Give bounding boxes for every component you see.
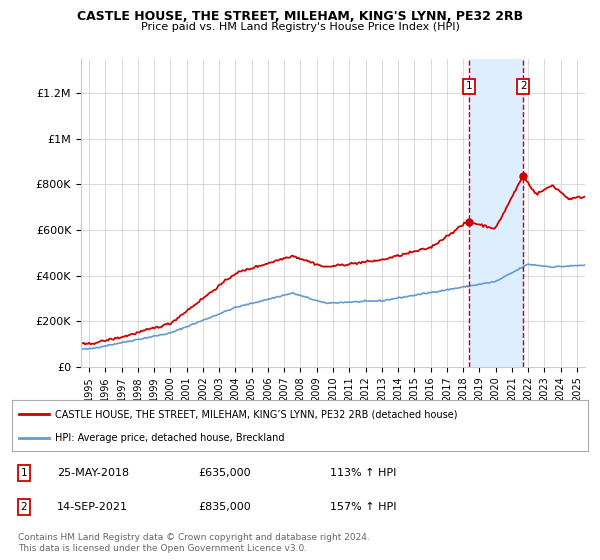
Text: Contains HM Land Registry data © Crown copyright and database right 2024.
This d: Contains HM Land Registry data © Crown c… — [18, 533, 370, 553]
Text: 1: 1 — [20, 468, 28, 478]
Text: 2: 2 — [520, 81, 527, 91]
Text: 1: 1 — [466, 81, 473, 91]
Text: 2: 2 — [20, 502, 28, 512]
Text: 157% ↑ HPI: 157% ↑ HPI — [330, 502, 397, 512]
Text: 25-MAY-2018: 25-MAY-2018 — [57, 468, 129, 478]
Text: 113% ↑ HPI: 113% ↑ HPI — [330, 468, 397, 478]
Text: CASTLE HOUSE, THE STREET, MILEHAM, KING’S LYNN, PE32 2RB (detached house): CASTLE HOUSE, THE STREET, MILEHAM, KING’… — [55, 409, 458, 419]
Bar — [469, 59, 523, 367]
Text: CASTLE HOUSE, THE STREET, MILEHAM, KING'S LYNN, PE32 2RB: CASTLE HOUSE, THE STREET, MILEHAM, KING'… — [77, 10, 523, 23]
Text: £835,000: £835,000 — [198, 502, 251, 512]
Text: 14-SEP-2021: 14-SEP-2021 — [57, 502, 128, 512]
Text: Price paid vs. HM Land Registry's House Price Index (HPI): Price paid vs. HM Land Registry's House … — [140, 22, 460, 32]
Text: £635,000: £635,000 — [198, 468, 251, 478]
Text: HPI: Average price, detached house, Breckland: HPI: Average price, detached house, Brec… — [55, 433, 285, 443]
